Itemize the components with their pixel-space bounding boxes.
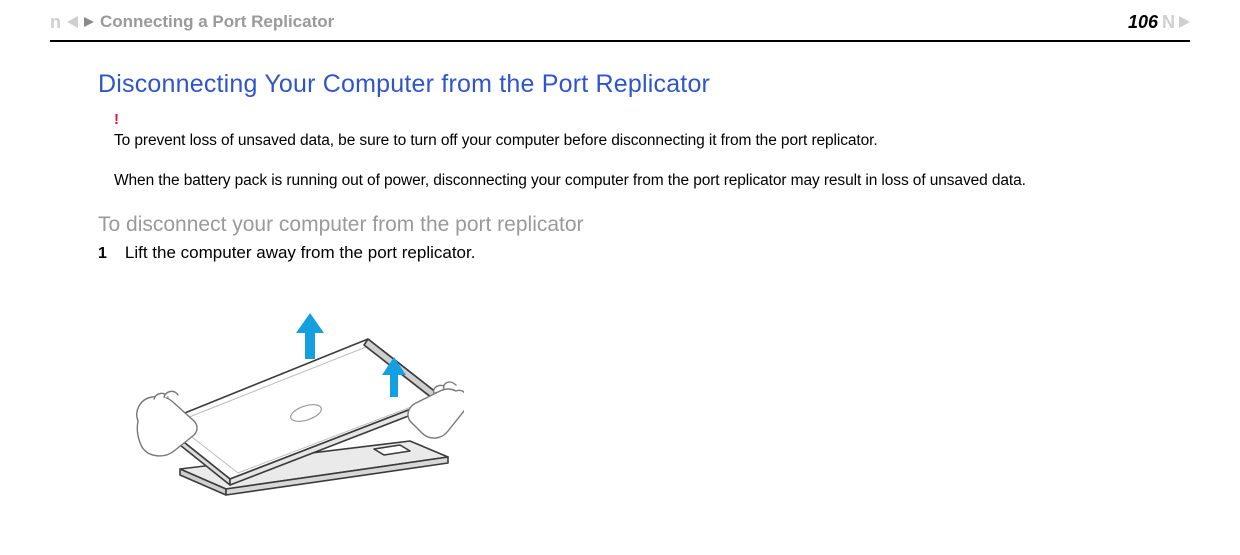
step-number: 1 [98, 245, 107, 263]
warning-icon: ! [114, 111, 1190, 128]
sub-heading: To disconnect your computer from the por… [98, 213, 1190, 237]
chevron-left-icon[interactable] [67, 16, 78, 28]
step-text: Lift the computer away from the port rep… [125, 243, 476, 263]
chevron-right-icon[interactable] [84, 17, 94, 27]
content: Disconnecting Your Computer from the Por… [50, 42, 1190, 497]
page: n Connecting a Port Replicator 106 N Dis… [0, 0, 1240, 555]
warning-text-2: When the battery pack is running out of … [114, 170, 1190, 192]
page-heading: Disconnecting Your Computer from the Por… [98, 70, 1190, 99]
header: n Connecting a Port Replicator 106 N [50, 0, 1190, 38]
breadcrumb-title: Connecting a Port Replicator [100, 12, 334, 32]
laptop-lift-diagram-icon [134, 281, 464, 497]
chevron-next-icon[interactable] [1179, 16, 1190, 28]
header-right: 106 N [1128, 12, 1190, 33]
step-1: 1 Lift the computer away from the port r… [98, 243, 1190, 263]
next-page-glyph[interactable]: N [1162, 13, 1175, 31]
warning-text-1: To prevent loss of unsaved data, be sure… [114, 130, 1190, 152]
illustration [134, 281, 464, 497]
prev-page-glyph[interactable]: n [50, 13, 61, 31]
page-number: 106 [1128, 12, 1158, 33]
header-left: n Connecting a Port Replicator [50, 12, 334, 32]
